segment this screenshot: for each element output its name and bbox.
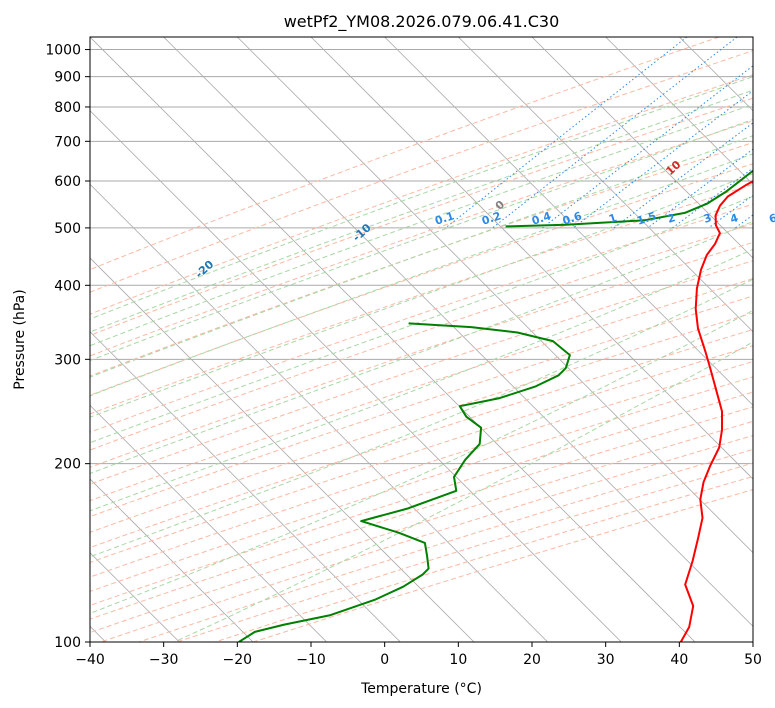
- dewpoint-profile-line: [505, 169, 753, 228]
- isotherm-line: [90, 331, 401, 642]
- chart-title: wetPf2_YM08.2026.079.06.41.C30: [284, 12, 560, 32]
- mixing-ratio-line: [572, 90, 753, 229]
- dry-adiabat-line: [90, 183, 753, 415]
- moist-adiabat-line: [90, 135, 753, 378]
- isotherm-line: [90, 37, 696, 642]
- mixing-ratio-label: 4: [729, 211, 741, 226]
- dry-adiabat-line: [90, 278, 753, 502]
- isotherm-line: [90, 257, 475, 642]
- y-tick-label: 1000: [45, 43, 81, 59]
- mixing-ratio-label: 0.1: [433, 209, 456, 227]
- x-axis-label: Temperature (°C): [360, 681, 482, 697]
- mixing-ratio-label: 1.5: [635, 209, 658, 227]
- y-tick-label: 300: [54, 352, 81, 368]
- dry-adiabat-line: [90, 312, 753, 533]
- isotherm-line: [163, 37, 753, 627]
- dewpoint-profile-line: [238, 322, 571, 642]
- dry-adiabat-line: [90, 37, 720, 271]
- dry-adiabat-line: [90, 50, 753, 293]
- moist-adiabat-line: [90, 278, 753, 558]
- isotherm-line: [531, 37, 753, 259]
- dry-adiabat-line: [90, 391, 753, 606]
- moist-adiabat-line: [90, 153, 753, 397]
- dry-adiabat-line: [90, 360, 753, 578]
- isotherm-line: [90, 478, 254, 642]
- dry-adiabat-line: [90, 223, 753, 451]
- y-tick-label: 500: [54, 221, 81, 237]
- y-axis-label: Pressure (hPa): [12, 289, 28, 389]
- moist-adiabat-line: [90, 76, 753, 320]
- x-tick-label: 10: [449, 652, 467, 668]
- dry-adiabat-label: -20: [193, 258, 217, 281]
- y-tick-label: 200: [54, 457, 81, 473]
- isotherm-line: [90, 404, 327, 642]
- mixing-ratio-line: [672, 167, 753, 229]
- dry-adiabat-line: [100, 434, 753, 642]
- mixing-ratio-label: 2: [666, 211, 677, 226]
- dry-adiabat-line: [90, 328, 753, 549]
- mixing-ratio-label: 0.6: [561, 209, 584, 227]
- y-tick-label: 600: [54, 174, 81, 190]
- x-tick-label: 40: [670, 652, 688, 668]
- x-tick-label: 30: [597, 652, 615, 668]
- mixing-ratio-label: 3: [702, 211, 713, 226]
- plot-frame: [89, 36, 754, 643]
- isotherm-line: [310, 37, 753, 480]
- y-tick-label: 100: [54, 635, 81, 651]
- y-tick-label: 700: [54, 134, 81, 150]
- mixing-ratio-label: 6: [767, 211, 775, 226]
- x-tick-label: −20: [223, 652, 253, 668]
- dry-adiabat-label: 10: [663, 158, 683, 178]
- isotherm-line: [679, 37, 753, 112]
- moist-adiabat-line: [90, 309, 753, 614]
- dry-adiabat-line: [90, 203, 753, 433]
- x-tick-label: 0: [380, 652, 389, 668]
- isotherm-line: [90, 110, 622, 642]
- isotherm-line: [384, 37, 753, 406]
- moist-adiabat-line: [174, 341, 753, 642]
- x-tick-label: −40: [75, 652, 105, 668]
- x-tick-label: −10: [296, 652, 326, 668]
- dry-adiabat-line: [90, 260, 753, 485]
- y-tick-label: 400: [54, 278, 81, 294]
- isotherm-line: [237, 37, 753, 554]
- moist-adiabat-line: [90, 118, 753, 362]
- y-tick-label: 900: [54, 70, 81, 86]
- isotherm-line: [752, 37, 753, 38]
- dry-adiabat-line: [90, 345, 753, 564]
- dry-adiabat-line: [90, 74, 753, 315]
- moist-adiabat-line: [90, 220, 753, 474]
- dry-adiabat-line: [90, 97, 753, 336]
- dry-adiabat-line: [90, 142, 753, 377]
- x-tick-label: 50: [744, 652, 762, 668]
- moist-adiabat-line: [90, 248, 753, 512]
- isotherm-line: [90, 183, 548, 642]
- mixing-ratio-line: [542, 65, 753, 229]
- dry-adiabat-line: [90, 120, 753, 357]
- dry-adiabat-line: [90, 241, 753, 468]
- mixing-ratio-line: [492, 37, 738, 229]
- mixing-ratio-label: 1: [607, 211, 618, 226]
- isotherm-line: [458, 37, 753, 333]
- x-tick-label: 20: [523, 652, 541, 668]
- temperature-profile-line: [679, 180, 753, 642]
- x-tick-label: −30: [149, 652, 179, 668]
- moist-adiabat-line: [90, 89, 753, 333]
- moist-adiabat-line: [90, 195, 753, 444]
- dry-adiabat-line: [90, 376, 753, 592]
- mixing-ratio-line: [734, 214, 753, 229]
- y-tick-label: 800: [54, 100, 81, 116]
- moist-adiabat-line: [90, 103, 753, 347]
- isotherm-line: [605, 37, 753, 185]
- dry-adiabat-line: [90, 163, 753, 396]
- moist-adiabat-line: [90, 173, 753, 418]
- mixing-ratio-label: 0.4: [530, 209, 553, 227]
- mixing-ratio-label: 0.2: [480, 209, 503, 227]
- dry-adiabat-line: [90, 295, 753, 518]
